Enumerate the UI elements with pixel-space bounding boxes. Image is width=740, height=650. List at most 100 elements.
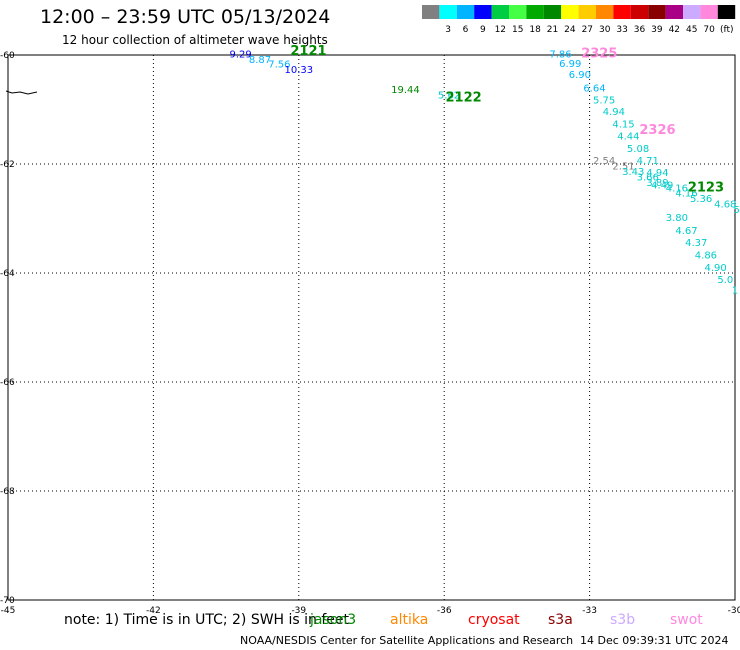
legend-swatch	[439, 5, 457, 19]
legend-swatch	[596, 5, 614, 19]
legend-label: 18	[529, 25, 541, 35]
wave-height-obs: 4.15	[612, 119, 634, 130]
lon-tick-label: -45	[1, 606, 16, 615]
legend-swatch	[474, 5, 492, 19]
legend-unit: (ft)	[720, 25, 734, 35]
lon-tick-label: -33	[582, 606, 597, 615]
wave-height-obs: 5.36	[690, 194, 712, 205]
satellite-name: cryosat	[468, 612, 520, 628]
wave-height-obs: 6.99	[559, 59, 581, 70]
wave-height-obs: 4.68	[714, 200, 736, 211]
legend-swatch	[648, 5, 666, 19]
legend-label: 6	[463, 25, 469, 35]
page-subtitle: 12 hour collection of altimeter wave hei…	[62, 33, 328, 47]
legend-label: 39	[651, 25, 663, 35]
credit-line: NOAA/NESDIS Center for Satellite Applica…	[240, 634, 574, 647]
wave-height-obs: 4.71	[637, 156, 659, 167]
legend-label: 33	[616, 25, 627, 35]
lon-tick-label: -36	[437, 606, 452, 615]
satellite-name: swot	[670, 612, 703, 628]
wave-height-obs: 6.90	[569, 70, 591, 81]
wave-height-obs: 7.56	[268, 60, 290, 71]
satellite-name: s3a	[548, 612, 573, 628]
wave-height-obs: 4.49	[651, 181, 673, 192]
wave-height-obs: 4.44	[617, 131, 639, 142]
legend-label: 15	[512, 25, 523, 35]
wave-height-obs: 4.67	[675, 226, 697, 237]
map-frame	[7, 54, 736, 601]
wave-height-obs: 8.87	[249, 55, 271, 66]
wave-height-obs: 3.43	[622, 167, 644, 178]
pass-label: 2326	[639, 123, 675, 138]
legend-label: 36	[634, 25, 646, 35]
wave-height-obs: 4.94	[603, 107, 625, 118]
legend-label: 9	[480, 25, 486, 35]
wave-height-obs: 4.16	[675, 189, 697, 200]
legend-label: 27	[582, 25, 593, 35]
legend-swatch	[630, 5, 649, 19]
wave-height-obs: 6.64	[583, 84, 605, 95]
wave-height-obs: 2.54	[593, 156, 615, 167]
wave-height-obs: 9.29	[230, 50, 252, 61]
wave-height-obs: 5.62	[438, 91, 460, 102]
legend-label: 30	[599, 25, 611, 35]
legend-label: 3	[445, 25, 451, 35]
pass-label: 2122	[445, 90, 481, 105]
legend-swatch	[456, 5, 475, 19]
legend-swatch	[578, 5, 596, 19]
legend-swatch	[561, 5, 579, 19]
wave-height-obs: 4.37	[685, 238, 707, 249]
lat-tick-label: -60	[0, 51, 15, 61]
wave-height-obs: 4.16	[666, 183, 688, 194]
wave-height-obs: 7.86	[549, 50, 571, 61]
pass-label: 2123	[688, 180, 724, 195]
color-legend: 3 6 9 12 15 18 21 24 27 30 33 36 39 42 45 70 (ft)	[422, 5, 736, 35]
wave-height-obs: 5.56	[734, 205, 740, 216]
wave-height-obs: 3.80	[666, 213, 688, 224]
lon-tick-label: -30	[728, 606, 740, 615]
lat-tick-label: -68	[0, 487, 15, 497]
wave-height-obs: 2.51	[612, 161, 634, 172]
wave-height-obs: 3.66	[637, 172, 659, 183]
wave-height-obs: 19.44	[391, 85, 420, 96]
legend-swatch	[543, 5, 562, 19]
altimeter-map: -45 -42 -39 -36 -33 -30 -60 -62 -64 -66 -68 -70 9.29…	[0, 44, 740, 615]
wave-height-obs: 4.94	[646, 168, 668, 179]
legend-swatch	[613, 5, 631, 19]
legend-swatch	[717, 5, 736, 19]
wave-height-obs: 3.89	[646, 178, 668, 189]
legend-label: 45	[686, 25, 697, 35]
satellite-name: altika	[390, 612, 429, 628]
wave-height-obs: 5.0	[717, 275, 733, 286]
wave-height-obs: 10.33	[284, 65, 313, 76]
credit-date: 14 Dec 09:39:31 UTC 2024	[580, 634, 729, 647]
satellite-name: s3b	[610, 612, 636, 628]
lon-tick-label: -42	[146, 606, 161, 615]
legend-swatch	[700, 5, 718, 19]
lat-tick-label: -70	[0, 596, 15, 606]
wave-height-obs: 5.75	[593, 96, 615, 107]
pass-label: 2121	[290, 44, 326, 59]
lat-tick-label: -64	[0, 269, 15, 279]
legend-label: 70	[703, 25, 715, 35]
legend-swatch	[665, 5, 683, 19]
legend-label: 12	[495, 25, 506, 35]
lon-tick-label: -39	[291, 606, 306, 615]
legend-label: 24	[564, 25, 576, 35]
legend-swatch	[509, 5, 527, 19]
legend-swatch	[422, 5, 440, 19]
legend-swatch	[526, 5, 544, 19]
legend-label: 21	[547, 25, 558, 35]
legend-label: 42	[669, 25, 680, 35]
footer-note: note: 1) Time is in UTC; 2) SWH is in fe…	[64, 612, 350, 628]
coastline	[5, 90, 38, 95]
legend-swatch	[683, 5, 701, 19]
wave-height-obs: 4.86	[695, 250, 717, 261]
pass-label: 2325	[581, 47, 617, 62]
wave-height-obs: 1	[732, 286, 738, 297]
wave-height-obs: 5.08	[627, 144, 649, 155]
lat-tick-label: -62	[0, 160, 15, 170]
legend-swatch	[491, 5, 509, 19]
page-title: 12:00 – 23:59 UTC 05/13/2024	[40, 6, 331, 28]
lat-tick-label: -66	[0, 378, 15, 388]
